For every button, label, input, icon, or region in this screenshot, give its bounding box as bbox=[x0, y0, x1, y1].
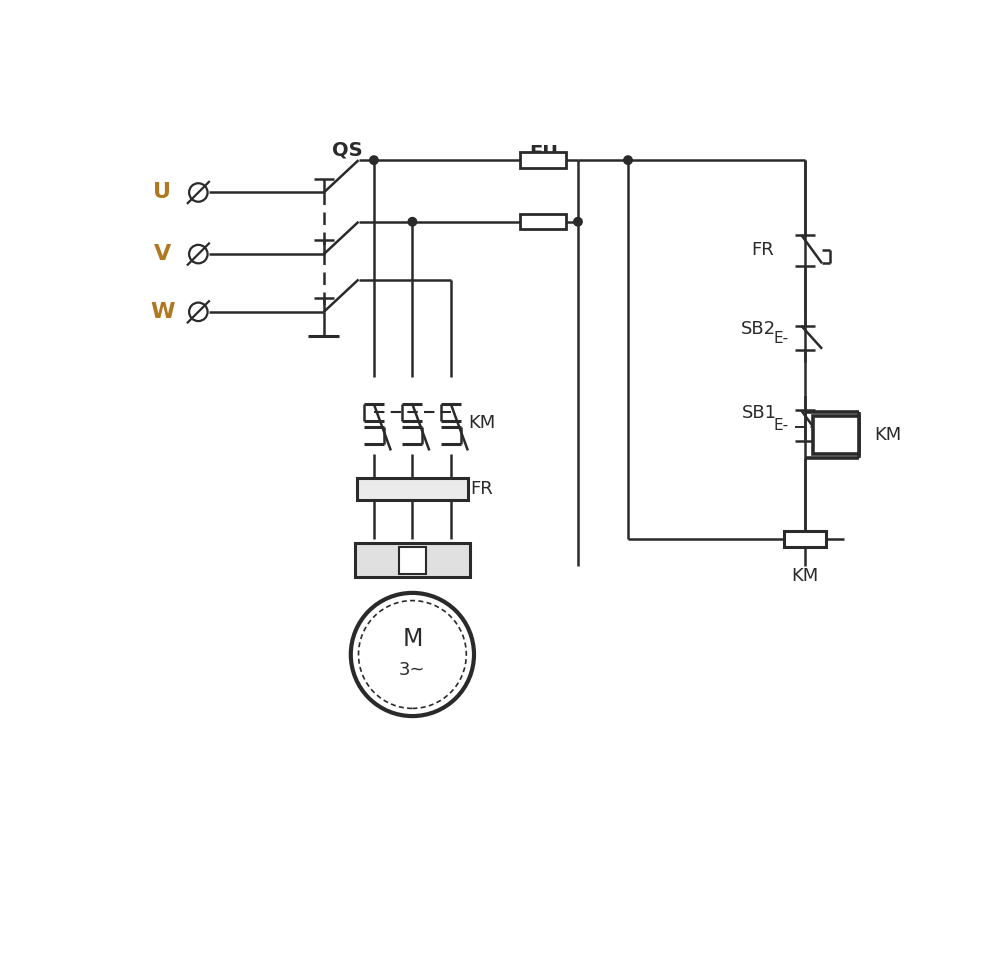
Text: QS: QS bbox=[332, 141, 362, 160]
Text: E-: E- bbox=[773, 331, 788, 345]
Text: W: W bbox=[150, 302, 174, 322]
Text: KM: KM bbox=[468, 415, 495, 432]
Bar bbox=[357, 478, 468, 500]
Circle shape bbox=[408, 218, 417, 226]
Text: 3~: 3~ bbox=[399, 661, 426, 679]
Circle shape bbox=[370, 156, 378, 164]
Bar bbox=[355, 543, 470, 577]
Circle shape bbox=[624, 156, 632, 164]
Text: FR: FR bbox=[470, 480, 493, 498]
Text: KM: KM bbox=[874, 426, 902, 444]
Circle shape bbox=[574, 218, 582, 226]
Text: E-: E- bbox=[773, 419, 788, 433]
Bar bbox=[520, 152, 566, 168]
Text: FU: FU bbox=[529, 144, 558, 163]
Text: FR: FR bbox=[751, 241, 774, 259]
Text: M: M bbox=[402, 627, 423, 651]
Text: KM: KM bbox=[791, 567, 819, 585]
Bar bbox=[520, 214, 566, 229]
Bar bbox=[813, 416, 859, 454]
Text: U: U bbox=[153, 183, 171, 203]
Bar bbox=[784, 531, 826, 548]
Bar bbox=[399, 547, 426, 574]
Text: SB2: SB2 bbox=[741, 319, 776, 337]
Text: SB1: SB1 bbox=[741, 404, 776, 423]
Text: V: V bbox=[154, 244, 171, 264]
